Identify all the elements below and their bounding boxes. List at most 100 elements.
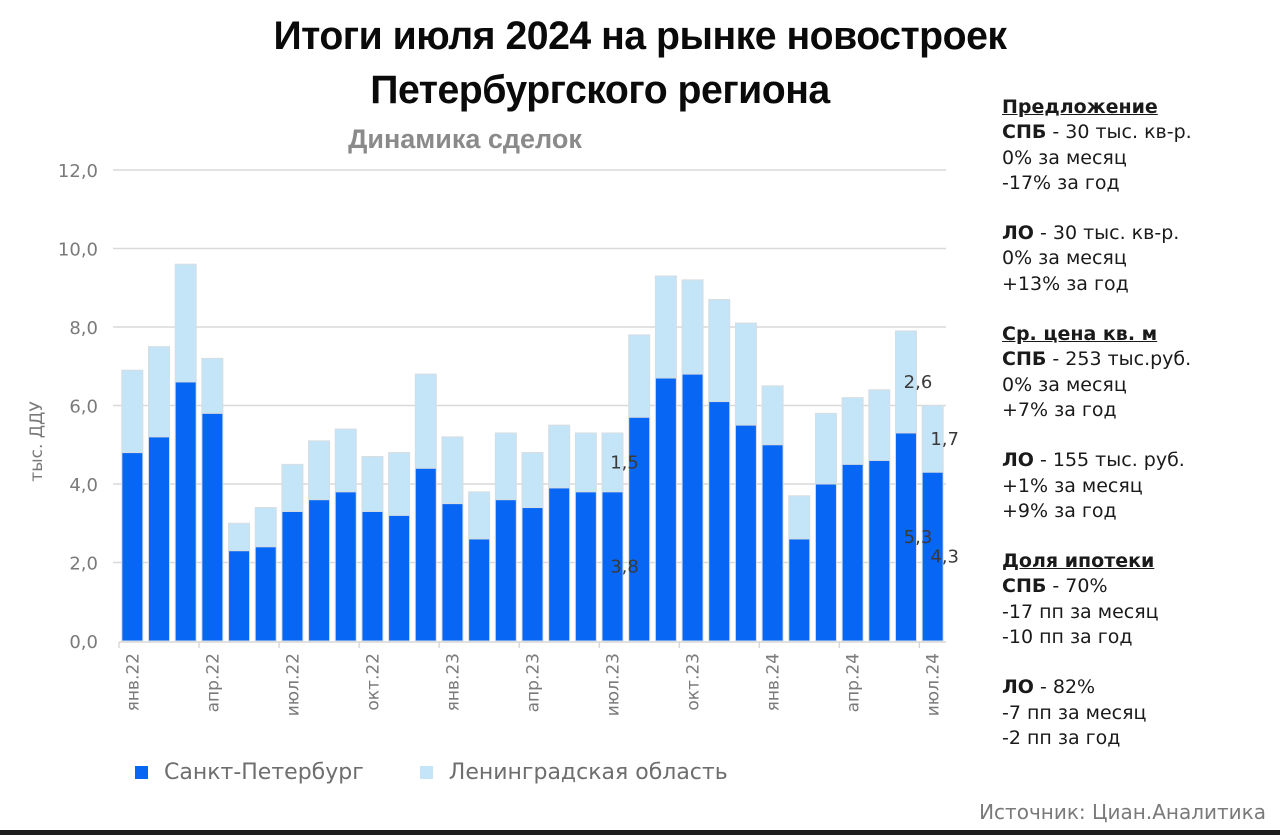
offer-lo-block: ЛО - 30 тыс. кв-р. 0% за месяц +13% за г…: [1002, 221, 1280, 297]
chart-title: Динамика сделок: [348, 124, 582, 154]
bar-spb: [628, 416, 651, 642]
bar-spb: [201, 412, 224, 642]
price-spb-label: СПБ: [1002, 348, 1047, 371]
x-tick-label: июл.23: [604, 653, 624, 716]
bar-spb: [788, 538, 811, 642]
price-spb-month: 0% за месяц: [1002, 373, 1127, 396]
x-tick-label: апр.22: [203, 653, 223, 712]
data-label: 5,3: [904, 527, 933, 548]
offer-lo-month: 0% за месяц: [1002, 247, 1127, 270]
legend-label-lo: Ленинградская область: [448, 760, 728, 785]
bar-lo: [201, 357, 224, 414]
data-labels: 3,8 1,5 5,3 2,6 4,3 1,7: [610, 372, 959, 577]
bar-spb: [894, 432, 917, 642]
bar-spb: [388, 514, 411, 642]
bottom-border: [0, 830, 1280, 835]
x-tick-label: апр.24: [844, 653, 864, 712]
data-label: 2,6: [904, 372, 933, 393]
bar-lo: [121, 369, 144, 454]
bars: [121, 263, 944, 642]
bar-lo: [521, 452, 544, 509]
y-tick-label: 0,0: [69, 632, 98, 653]
bar-lo: [494, 432, 517, 501]
y-axis-label: тыс. ДДУ: [27, 401, 47, 482]
y-tick-label: 2,0: [69, 554, 98, 575]
bar-lo: [841, 397, 864, 465]
bar-spb: [548, 487, 571, 642]
y-tick-label: 6,0: [69, 397, 98, 418]
bar-spb: [334, 491, 357, 642]
data-label: 3,8: [610, 556, 639, 577]
legend: Санкт-Петербург Ленинградская область: [135, 760, 784, 785]
price-lo: ЛО - 155 тыс. руб.: [1002, 448, 1280, 473]
mortgage-lo-year: -2 пп за год: [1002, 726, 1121, 749]
price-spb: СПБ - 253 тыс.руб.: [1002, 347, 1280, 372]
price-lo-block: ЛО - 155 тыс. руб. +1% за месяц +9% за г…: [1002, 448, 1280, 524]
mortgage-lo: ЛО - 82%: [1002, 675, 1280, 700]
y-tick-label: 4,0: [69, 475, 98, 496]
data-label: 1,7: [930, 429, 959, 450]
mortgage-lo-value: - 82%: [1033, 676, 1096, 699]
bar-lo: [681, 279, 704, 375]
bar-spb: [174, 381, 197, 642]
offer-lo-label: ЛО: [1002, 222, 1034, 245]
bar-spb: [734, 424, 757, 642]
bar-spb: [121, 452, 144, 642]
x-tick-label: янв.23: [443, 653, 463, 711]
mortgage-spb-year: -10 пп за год: [1002, 626, 1133, 649]
y-tick-label: 8,0: [69, 318, 98, 339]
price-block: Ср. цена кв. м СПБ - 253 тыс.руб. 0% за …: [1002, 322, 1280, 423]
bar-spb: [494, 499, 517, 642]
offer-spb: СПБ - 30 тыс. кв-р.: [1002, 120, 1280, 145]
x-tick-label: окт.22: [363, 653, 383, 711]
bar-spb: [921, 471, 944, 642]
x-tick-label: июл.24: [924, 653, 944, 716]
x-tick-label: апр.23: [524, 653, 544, 712]
y-axis-ticks: 0,0 2,0 4,0 6,0 8,0 10,0 12,0: [58, 161, 98, 653]
bar-lo: [308, 440, 331, 501]
mortgage-spb-value: - 70%: [1046, 575, 1108, 598]
mortgage-lo-label: ЛО: [1002, 676, 1034, 699]
mortgage-spb-label: СПБ: [1002, 575, 1047, 598]
data-label: 1,5: [610, 452, 639, 473]
bar-lo: [228, 522, 251, 552]
bar-lo: [814, 412, 837, 485]
bar-spb: [308, 499, 331, 642]
offer-lo-year: +13% за год: [1002, 272, 1129, 295]
bar-spb: [708, 401, 731, 642]
mortgage-block: Доля ипотеки СПБ - 70% -17 пп за месяц -…: [1002, 549, 1280, 650]
y-tick-label: 10,0: [58, 240, 98, 261]
price-lo-value: - 155 тыс. руб.: [1033, 449, 1185, 472]
title-line-2: Петербургского региона: [370, 68, 830, 112]
bar-spb: [841, 463, 864, 642]
mortgage-lo-month: -7 пп за месяц: [1002, 701, 1147, 724]
offer-block: Предложение СПБ - 30 тыс. кв-р. 0% за ме…: [1002, 95, 1280, 196]
price-spb-value: - 253 тыс.руб.: [1046, 348, 1192, 371]
bar-spb: [761, 444, 784, 642]
side-panel: Предложение СПБ - 30 тыс. кв-р. 0% за ме…: [1002, 95, 1280, 776]
bar-lo: [334, 428, 357, 493]
bar-lo: [788, 495, 811, 540]
bar-lo: [414, 373, 437, 469]
offer-heading: Предложение: [1002, 96, 1158, 118]
y-tick-label: 12,0: [58, 161, 98, 182]
bar-spb: [574, 491, 597, 642]
bar-spb: [254, 546, 277, 642]
x-tick-label: окт.23: [684, 653, 704, 711]
bar-spb: [654, 377, 677, 642]
bar-lo: [761, 385, 784, 446]
bar-lo: [734, 322, 757, 426]
bar-lo: [654, 275, 677, 379]
data-label: 4,3: [930, 547, 959, 568]
price-lo-year: +9% за год: [1002, 499, 1117, 522]
bar-spb: [814, 483, 837, 642]
bar-lo: [254, 507, 277, 548]
x-axis: янв.22 апр.22 июл.22 окт.22 янв.23 апр.23 июл.…: [118, 641, 946, 716]
bar-lo: [574, 432, 597, 493]
bar-spb: [681, 373, 704, 642]
price-heading: Ср. цена кв. м: [1002, 323, 1158, 346]
offer-lo-value: - 30 тыс. кв-р.: [1033, 222, 1180, 245]
bar-spb: [521, 507, 544, 642]
bar-spb: [361, 510, 384, 642]
bar-lo: [441, 436, 464, 505]
